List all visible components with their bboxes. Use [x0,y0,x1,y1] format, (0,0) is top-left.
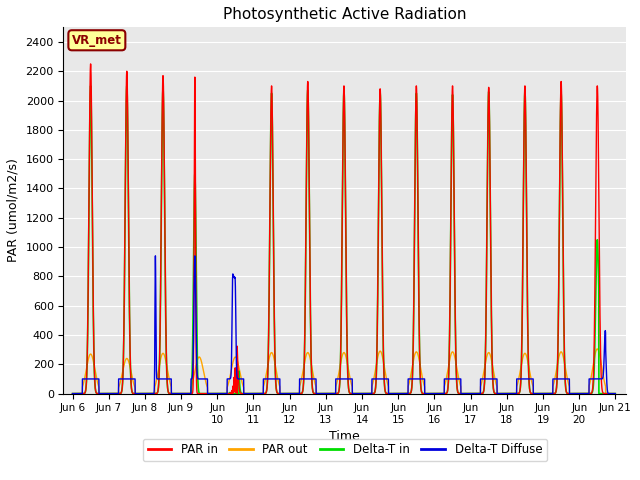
Title: Photosynthetic Active Radiation: Photosynthetic Active Radiation [223,7,467,22]
Text: VR_met: VR_met [72,34,122,47]
X-axis label: Time: Time [330,431,360,444]
Y-axis label: PAR (umol/m2/s): PAR (umol/m2/s) [7,158,20,263]
Legend: PAR in, PAR out, Delta-T in, Delta-T Diffuse: PAR in, PAR out, Delta-T in, Delta-T Dif… [143,439,547,461]
